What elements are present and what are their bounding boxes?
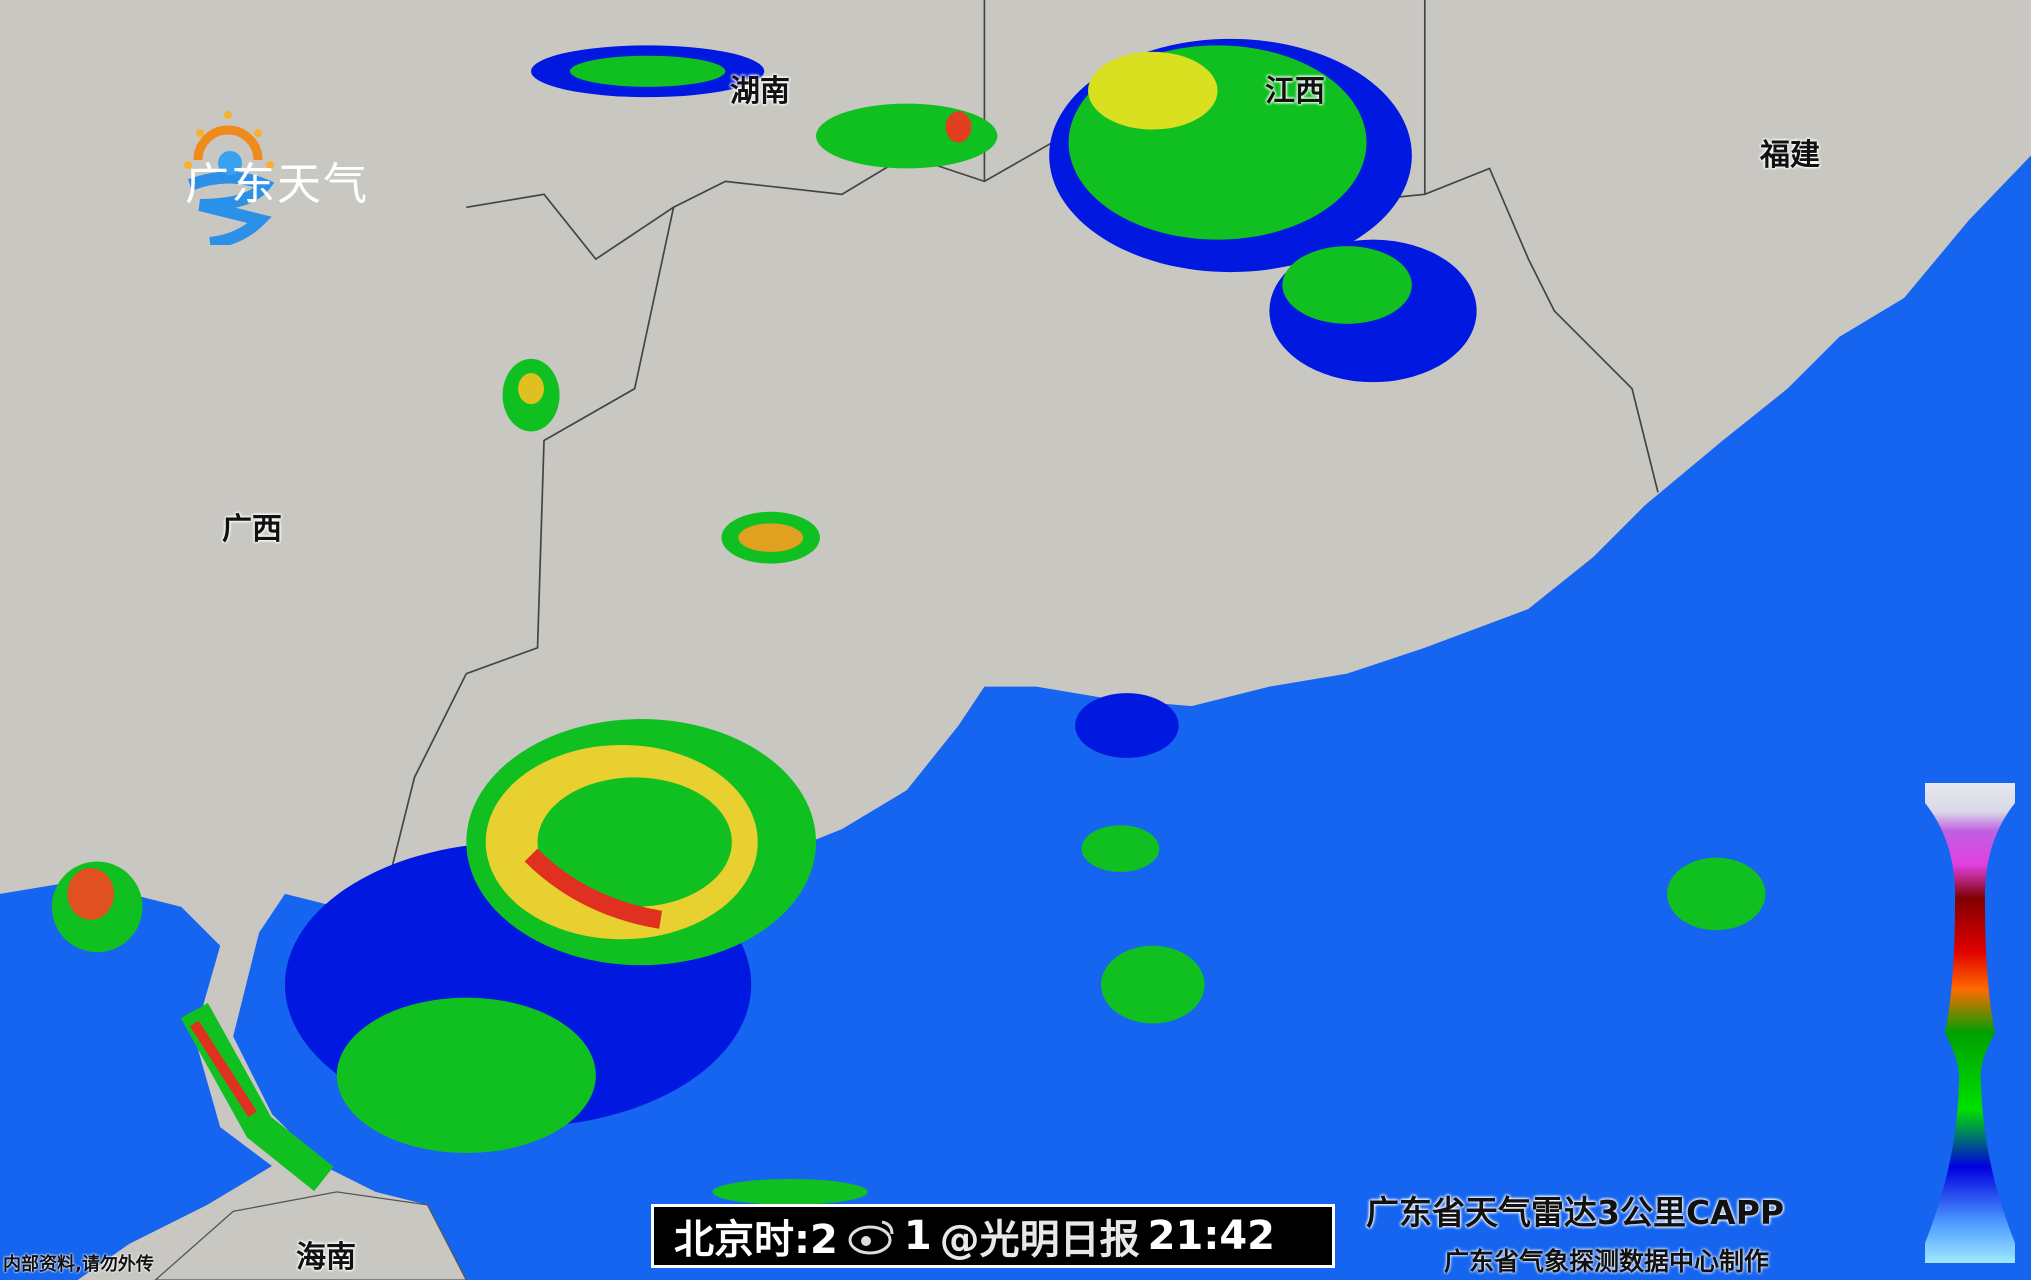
radar-echoes bbox=[51, 38, 1766, 1205]
label-fujian: 福建 bbox=[1760, 138, 1820, 173]
producer-credit: 广东省气象探测数据中心制作 bbox=[1444, 1247, 1770, 1276]
internal-note: 内部资料,请勿外传 bbox=[3, 1254, 154, 1275]
label-guangxi: 广西 bbox=[222, 512, 282, 547]
hainan-land bbox=[154, 1191, 468, 1280]
timestamp-box: 北京时:2 1 @光明日报 21:42 bbox=[651, 1204, 1335, 1268]
guangdong-weather-logo bbox=[184, 111, 275, 245]
reflectivity-legend bbox=[1923, 783, 2017, 1263]
time-prefix: 北京时:2 bbox=[674, 1217, 838, 1263]
label-hunan: 湖南 bbox=[730, 74, 790, 109]
label-hainan: 海南 bbox=[296, 1240, 356, 1275]
logo-text: 广东天气 bbox=[185, 159, 369, 210]
time-mid: 1 bbox=[903, 1213, 932, 1259]
weibo-icon bbox=[848, 1220, 894, 1255]
sea-west bbox=[0, 880, 273, 1280]
label-jiangxi: 江西 bbox=[1265, 74, 1325, 109]
time-value: 21:42 bbox=[1147, 1213, 1275, 1259]
weibo-watermark: @光明日报 bbox=[939, 1217, 1140, 1263]
product-title: 广东省天气雷达3公里CAPP bbox=[1366, 1193, 1785, 1232]
legend-bar bbox=[1925, 783, 2015, 1263]
